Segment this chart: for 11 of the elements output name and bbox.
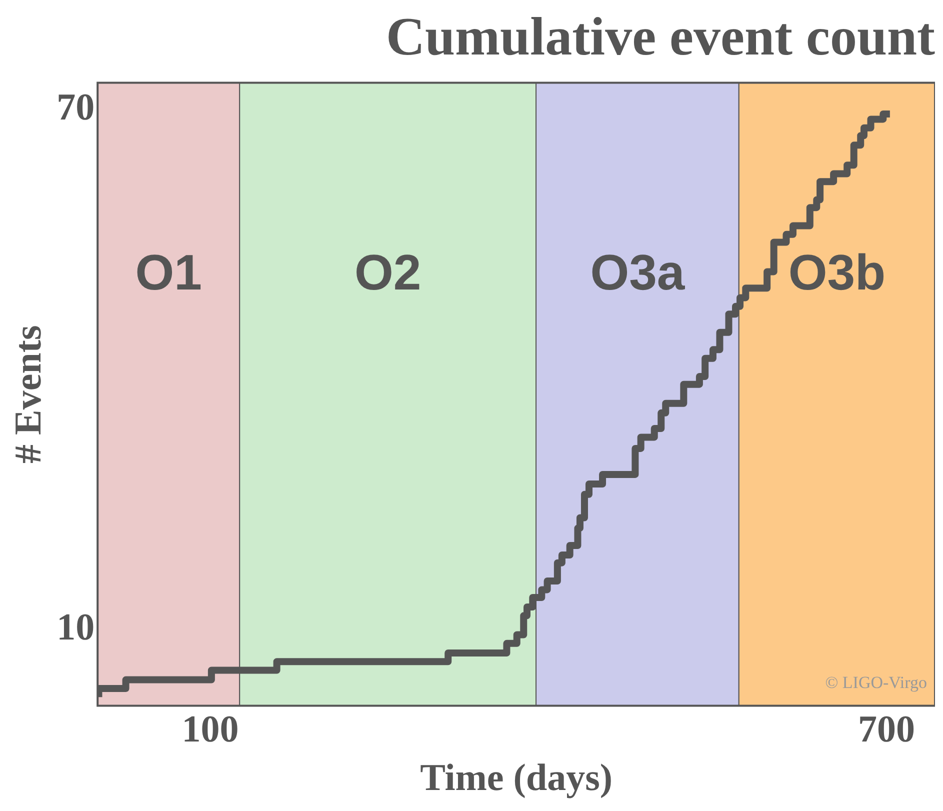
band-label: O3b xyxy=(788,244,886,301)
annotation: © LIGO-Virgo xyxy=(825,672,927,692)
band-label: O3a xyxy=(590,244,686,301)
x-tick-label: 100 xyxy=(182,708,239,750)
band-label: O1 xyxy=(135,244,202,301)
y-tick-label: 10 xyxy=(56,606,95,648)
band-label: O2 xyxy=(354,244,422,301)
y-tick-label: 70 xyxy=(56,86,95,128)
x-tick-label: 700 xyxy=(858,708,916,750)
y-axis-title: # Events xyxy=(8,325,50,464)
x-axis-title: Time (days) xyxy=(420,757,613,800)
